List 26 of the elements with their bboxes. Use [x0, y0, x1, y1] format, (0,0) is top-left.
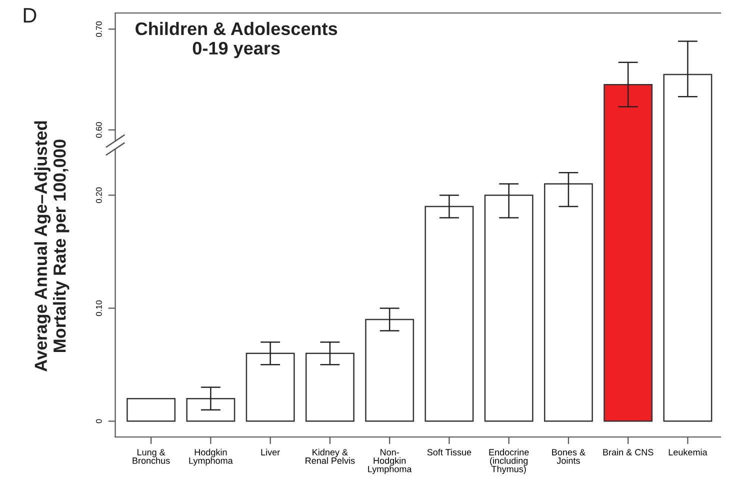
- bar: [544, 183, 593, 422]
- bar: [484, 194, 534, 422]
- bar: [305, 352, 354, 422]
- y-tick-label: 0.70: [96, 21, 102, 37]
- bar: [365, 318, 414, 422]
- x-tick-label: Soft Tissue: [427, 448, 472, 456]
- x-tick-label: Lung & Bronchus: [132, 449, 170, 464]
- bar: [186, 398, 236, 422]
- text: Children & Adolescents 0-19 years: [136, 22, 338, 58]
- y-tick-label: 0.10: [96, 300, 102, 316]
- y-tick-label: 0: [96, 419, 102, 424]
- bar: [126, 398, 176, 422]
- x-tick-label: Bones & Joints: [552, 449, 586, 464]
- x-tick-label: Kidney & Renal Pelvis: [306, 448, 355, 464]
- x-tick-label: Leukemia: [668, 448, 708, 456]
- y-axis-title: Average Annual Age–Adjusted Mortality Rate per 100,000: [34, 121, 70, 372]
- text: D: [24, 8, 36, 22]
- y-tick-label: 0.60: [96, 122, 102, 138]
- x-tick-label: Brain & CNS: [603, 448, 654, 456]
- y-tick-label: 0.20: [96, 187, 102, 203]
- bar: [246, 352, 295, 422]
- x-tick-label: Non- Hodgkin Lymphoma: [368, 449, 412, 474]
- bar: [424, 206, 474, 422]
- x-tick-label: Endocrine (including Thymus): [489, 448, 529, 474]
- x-tick-label: Liver: [261, 448, 280, 456]
- x-tick-label: Hodgkin Lymphoma: [189, 448, 233, 466]
